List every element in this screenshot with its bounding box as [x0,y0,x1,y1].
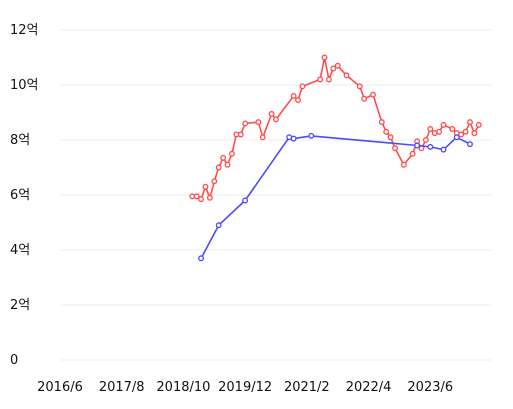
x-tick-label: 2022/4 [346,380,392,395]
data-point[interactable] [308,132,315,139]
x-tick-label: 2016/6 [37,380,83,395]
data-point[interactable] [462,128,469,135]
data-point[interactable] [471,130,478,137]
x-tick-label: 2018/10 [156,380,210,395]
y-tick-label: 2억 [10,298,30,313]
gridlines [60,29,492,361]
data-point[interactable] [228,150,235,157]
y-tick-label: 10억 [10,78,39,93]
data-point[interactable] [202,183,209,190]
data-point[interactable] [325,76,332,83]
data-point[interactable] [383,128,390,135]
data-point[interactable] [453,134,460,141]
x-tick-label: 2017/8 [99,380,145,395]
data-point[interactable] [259,134,266,141]
data-point[interactable] [356,83,363,90]
y-tick-label: 6억 [10,188,30,203]
data-point[interactable] [387,134,394,141]
data-point[interactable] [378,119,385,126]
data-point[interactable] [237,131,244,138]
data-point[interactable] [295,97,301,104]
data-point[interactable] [427,143,434,150]
x-tick-label: 2019/12 [218,380,272,395]
data-point[interactable] [475,121,482,128]
y-tick-label: 12억 [10,23,39,38]
data-point[interactable] [242,197,249,204]
x-tick-label: 2023/6 [407,380,453,395]
data-point[interactable] [467,119,473,126]
data-point[interactable] [334,62,341,69]
series-layer [189,54,482,262]
data-point[interactable] [290,135,297,142]
data-point[interactable] [273,116,279,123]
data-point[interactable] [449,126,456,132]
data-point[interactable] [343,72,350,79]
data-point[interactable] [440,121,447,128]
data-point[interactable] [220,154,227,161]
data-point[interactable] [330,65,337,72]
y-axis-ticks: 0 2억 4억 6억 8억 10억 12억 [10,23,39,368]
data-point[interactable] [400,161,407,168]
data-point[interactable] [317,76,324,83]
y-tick-label: 4억 [10,243,30,258]
data-point[interactable] [224,161,231,168]
data-point[interactable] [299,83,306,90]
data-point[interactable] [211,178,218,185]
data-point[interactable] [427,126,434,132]
data-point[interactable] [392,145,398,152]
data-point[interactable] [370,91,376,98]
data-point[interactable] [436,128,443,135]
data-point[interactable] [290,93,297,99]
data-point[interactable] [361,95,368,102]
data-point[interactable] [414,142,421,149]
data-point[interactable] [458,131,465,138]
data-point[interactable] [422,137,429,143]
data-point[interactable] [215,222,222,229]
data-point[interactable] [467,141,473,148]
data-point[interactable] [440,146,447,153]
data-point[interactable] [198,255,205,262]
series-line [200,135,471,259]
data-point[interactable] [409,150,416,157]
x-axis-ticks: 2016/6 2017/8 2018/10 2019/12 2021/2 2022/4 20… [37,380,453,395]
data-point[interactable] [268,110,275,117]
series-2 [198,132,473,262]
data-point[interactable] [215,164,222,171]
data-point[interactable] [242,120,249,127]
series-1 [189,54,482,203]
series-line [192,56,480,200]
y-tick-label: 0 [10,353,18,368]
x-tick-label: 2021/2 [284,380,330,395]
data-point[interactable] [321,54,328,61]
data-point[interactable] [206,194,213,201]
y-tick-label: 8억 [10,133,30,148]
data-point[interactable] [198,196,205,203]
data-point[interactable] [193,193,200,200]
data-point[interactable] [255,119,262,126]
